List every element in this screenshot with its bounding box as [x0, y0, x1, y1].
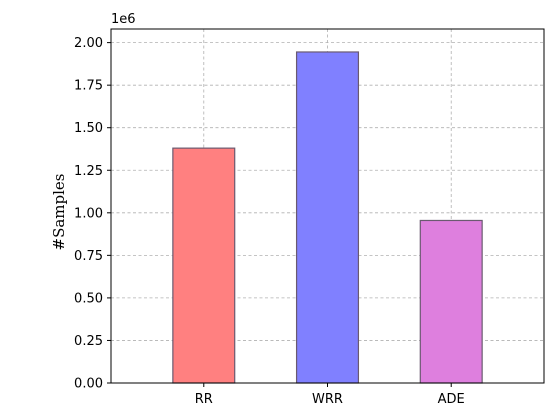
y-tick-label: 1.00 [74, 206, 103, 221]
x-tick-label: RR [195, 392, 213, 407]
y-offset-label: 1e6 [111, 12, 136, 27]
y-tick-label: 1.75 [74, 79, 103, 94]
y-tick-label: 2.00 [74, 36, 103, 51]
bar-rr [172, 147, 236, 384]
y-tick-label: 0.50 [74, 291, 103, 306]
bar-ade [419, 219, 483, 384]
y-axis-label: #Samples [50, 174, 68, 251]
y-tick-label: 0.75 [74, 249, 103, 264]
bars-layer [172, 51, 483, 384]
x-tick-label: WRR [312, 392, 343, 407]
y-tick-label: 1.25 [74, 164, 103, 179]
y-axis: 0.00 0.25 0.50 0.75 1.00 1.25 1.50 1.75 2.00 [74, 36, 111, 392]
bar-wrr [295, 51, 360, 384]
y-tick-label: 0.25 [74, 334, 103, 349]
y-tick-label: 0.00 [74, 377, 103, 392]
x-axis: RR WRR ADE [195, 383, 465, 407]
y-tick-label: 1.50 [74, 121, 103, 136]
x-tick-label: ADE [438, 392, 465, 407]
